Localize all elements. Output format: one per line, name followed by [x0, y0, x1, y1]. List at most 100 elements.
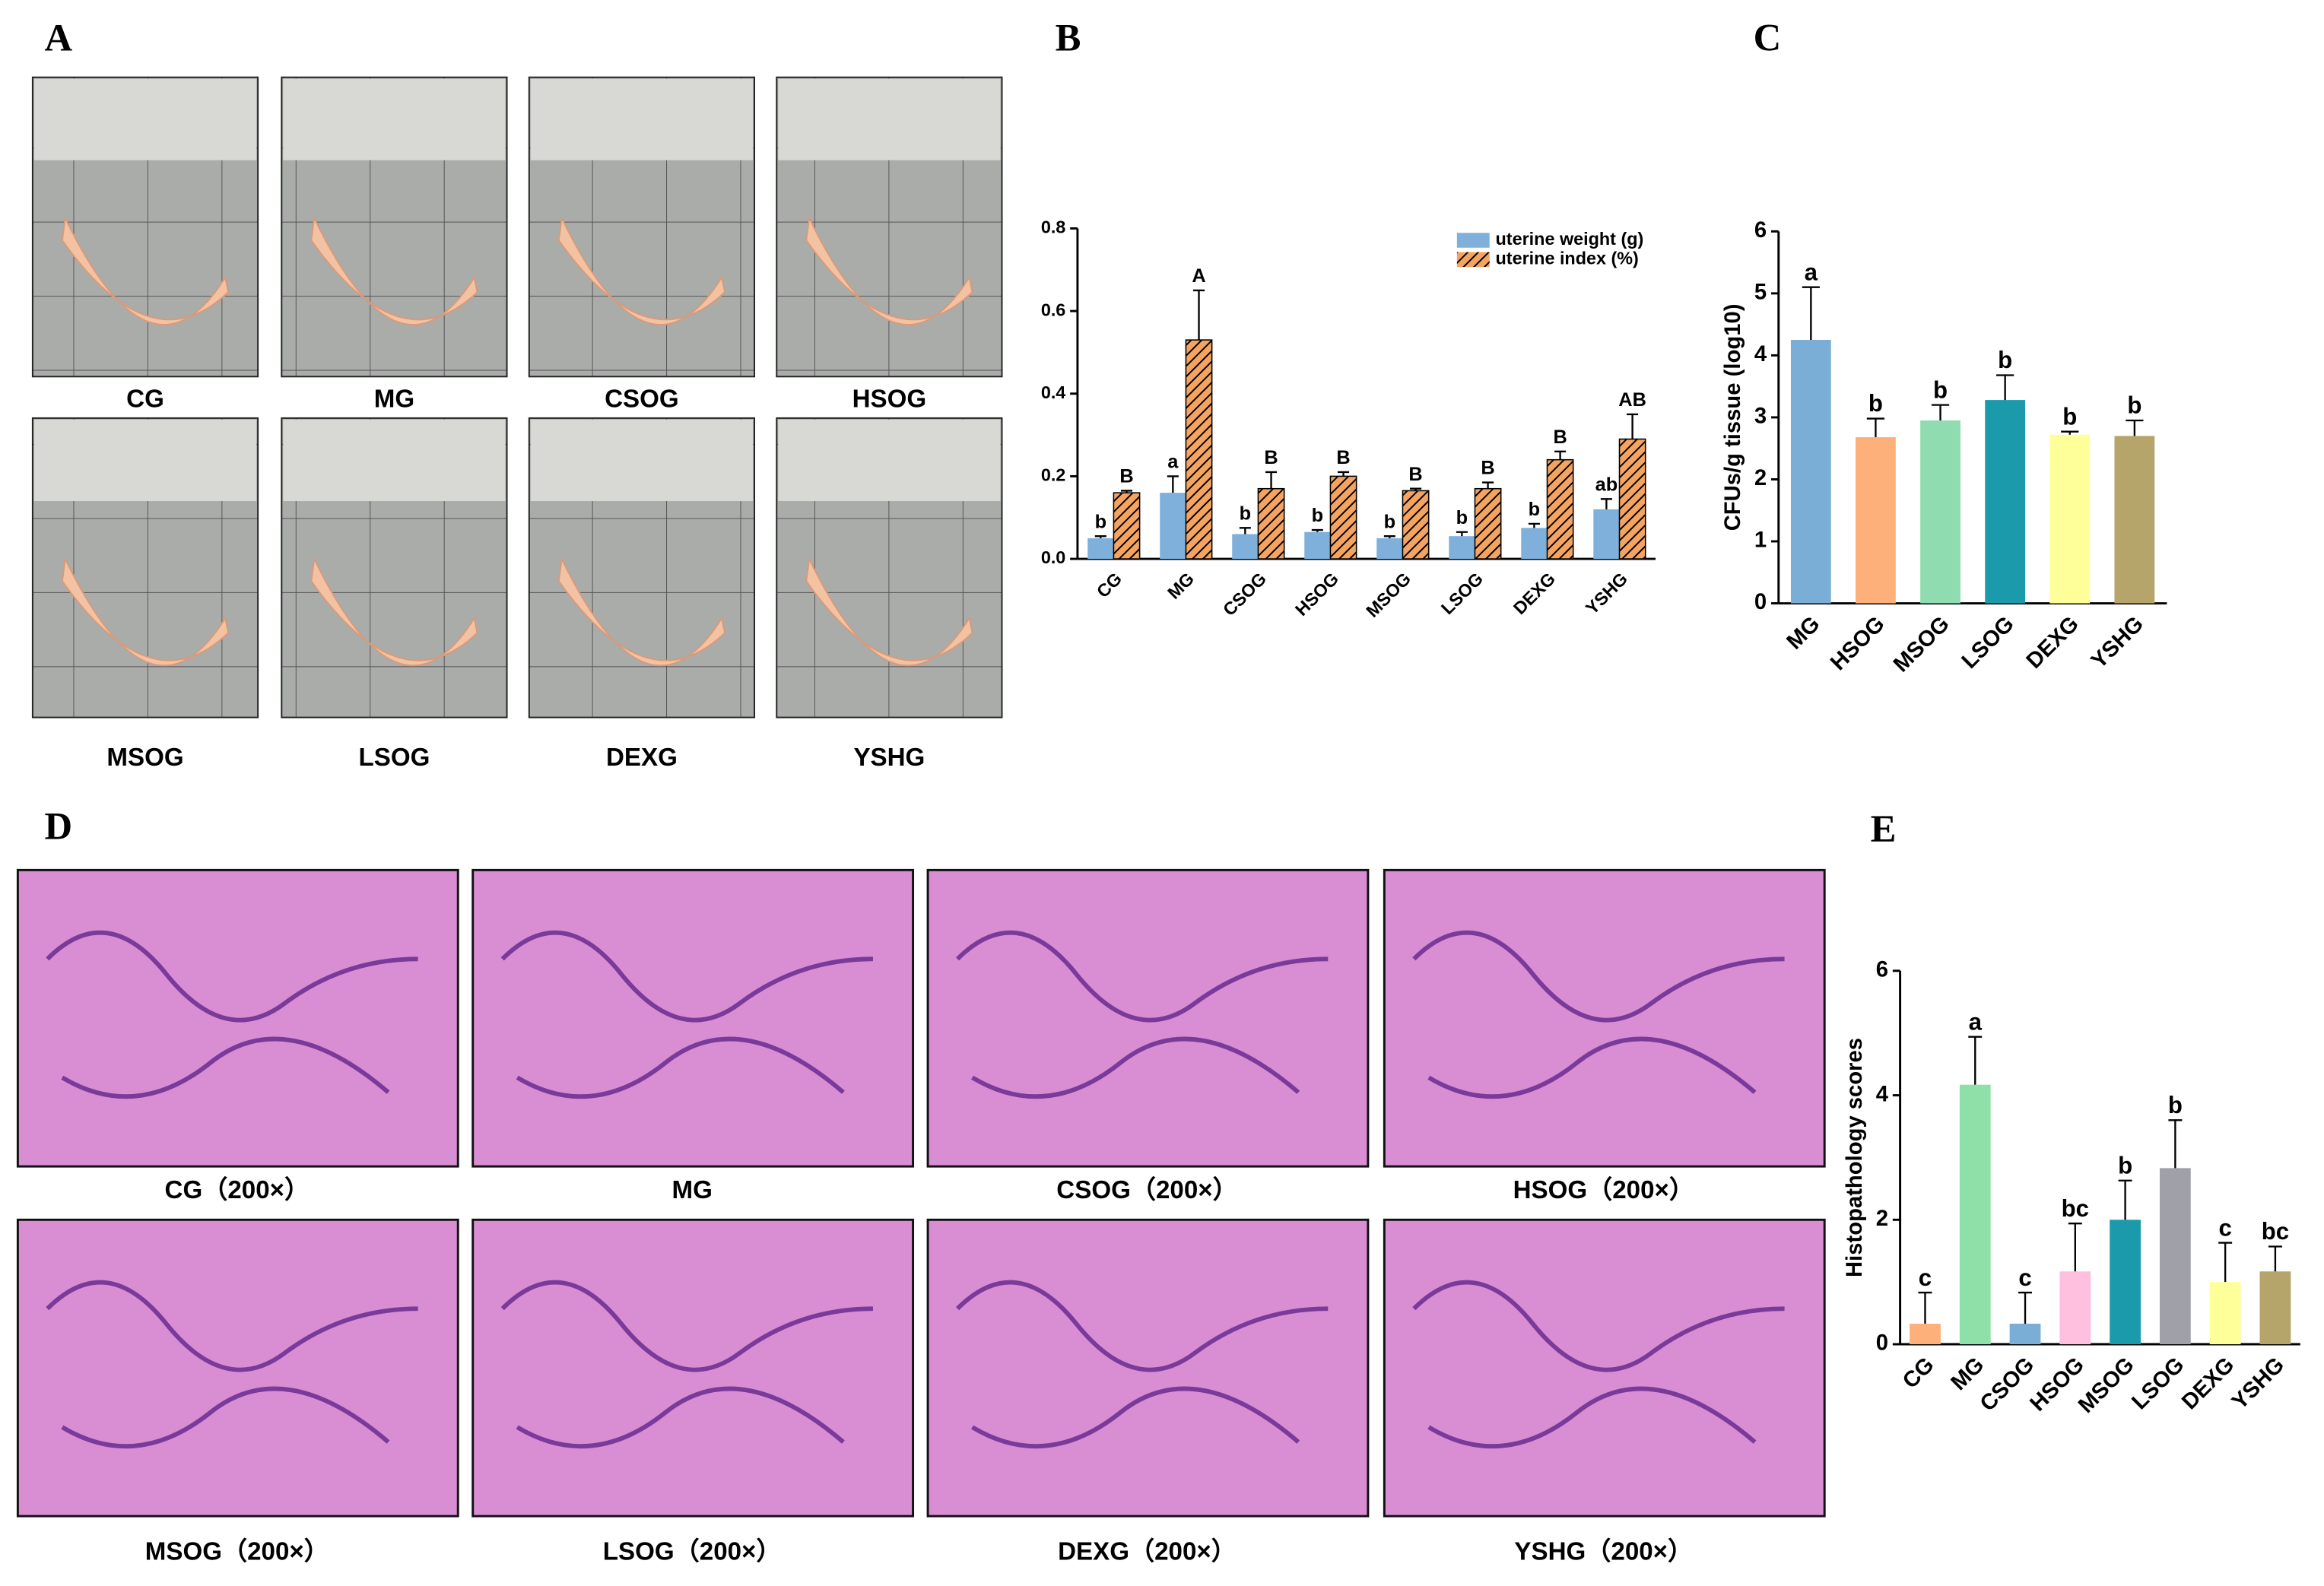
x-tick-label: DEXG [1510, 569, 1559, 618]
ruler [283, 78, 506, 160]
uterus [557, 215, 726, 326]
significance-letter: a [1167, 452, 1179, 473]
tissue-detail [46, 1280, 418, 1449]
photo-caption: HSOG（200×） [1513, 1176, 1694, 1204]
bar [1232, 534, 1259, 560]
bar [1521, 528, 1548, 560]
uterus [61, 556, 230, 667]
tissue-detail [1412, 930, 1785, 1099]
bar [1087, 538, 1114, 560]
error-bar [1554, 450, 1567, 460]
photo-caption: MG [671, 1176, 712, 1204]
error-bar [1918, 1291, 1932, 1324]
error-bar [1410, 487, 1422, 491]
y-tick-label: 6 [1876, 958, 1888, 982]
x-tick-label: HSOG [1291, 569, 1342, 620]
ruler [778, 419, 1001, 502]
y-tick-label: 3 [1754, 404, 1767, 429]
photo-caption: CSOG [605, 385, 679, 413]
significance-letter: B [1336, 447, 1350, 468]
photo-caption: YSHG [853, 744, 925, 772]
bar [1959, 1084, 1991, 1345]
bar [1910, 1324, 1941, 1345]
bar [1449, 536, 1475, 560]
bar [2259, 1271, 2291, 1345]
bar [2110, 1220, 2141, 1345]
significance-letter: B [1408, 464, 1422, 485]
x-tick-label: LSOG [1437, 569, 1487, 618]
photo-caption: LSOG（200×） [603, 1538, 782, 1566]
significance-letter: b [2127, 392, 2141, 419]
panel-label: E [1871, 807, 1897, 850]
error-bar [1866, 417, 1885, 438]
bar [1160, 493, 1186, 560]
bar [1474, 487, 1502, 560]
y-tick-label: 5 [1754, 281, 1767, 305]
significance-letter: b [1384, 511, 1395, 532]
y-tick-label: 0.8 [1041, 217, 1066, 237]
significance-letter: bc [2062, 1195, 2089, 1222]
significance-letter: B [1553, 427, 1567, 448]
tissue-detail [46, 930, 418, 1099]
y-tick-label: 2 [1754, 466, 1767, 490]
significance-letter: c [1919, 1264, 1932, 1291]
significance-letter: A [1192, 265, 1205, 287]
legend-swatch [1456, 252, 1490, 268]
histology-image [16, 868, 459, 1168]
legend-label: uterine index (%) [1496, 249, 1639, 268]
photo-caption: DEXG [606, 744, 678, 772]
error-bar [1996, 374, 2014, 401]
error-bar [2061, 430, 2079, 435]
x-tick-label: MSOG [1889, 612, 1954, 677]
tissue-detail [500, 1280, 873, 1449]
significance-letter: b [1868, 390, 1883, 417]
x-tick-label: CSOG [1976, 1353, 2039, 1416]
x-tick-label: DEXG [2177, 1353, 2239, 1414]
significance-letter: b [1456, 507, 1468, 528]
ruler [33, 419, 257, 502]
significance-letter: b [2062, 403, 2077, 430]
significance-letter: b [1095, 511, 1106, 532]
significance-letter: c [2218, 1214, 2231, 1241]
ruler [283, 419, 506, 502]
photo-caption: CG（200×） [165, 1176, 310, 1204]
bar [1985, 400, 2026, 604]
x-tick-label: MSOG [1362, 569, 1414, 621]
y-tick-label: 4 [1754, 342, 1767, 366]
photo-caption: MSOG [106, 744, 183, 772]
x-tick-label: DEXG [2022, 612, 2084, 674]
photo-caption: LSOG [358, 744, 430, 772]
significance-letter: b [2168, 1092, 2183, 1118]
significance-letter: B [1481, 458, 1494, 479]
error-bar [1802, 286, 1820, 341]
bar [1113, 492, 1141, 560]
y-tick-label: 0 [1876, 1331, 1888, 1356]
tissue-detail [500, 930, 873, 1099]
significance-letter: AB [1618, 389, 1646, 411]
bar [1402, 490, 1430, 560]
significance-letter: b [1933, 376, 1948, 403]
photo-caption: YSHG（200×） [1514, 1538, 1693, 1566]
bar [1593, 509, 1620, 560]
tissue-detail [955, 930, 1329, 1099]
y-tick-label: 0.6 [1041, 300, 1066, 319]
y-tick-label: 0.2 [1041, 465, 1066, 485]
panel-label: A [44, 16, 72, 59]
y-tick-label: 6 [1754, 218, 1767, 243]
ruler [530, 78, 754, 160]
error-bar [2168, 1119, 2183, 1169]
uterus [310, 215, 478, 326]
x-tick-label: LSOG [2127, 1353, 2189, 1414]
uterus [805, 556, 973, 667]
bar [2159, 1168, 2191, 1345]
y-tick-label: 1 [1754, 528, 1767, 553]
bar [2009, 1324, 2041, 1345]
error-bar [1528, 522, 1540, 528]
bar [1618, 438, 1646, 560]
bar [2209, 1282, 2241, 1345]
error-bar [2268, 1245, 2282, 1272]
bar [1546, 458, 1574, 560]
ruler [530, 419, 754, 502]
